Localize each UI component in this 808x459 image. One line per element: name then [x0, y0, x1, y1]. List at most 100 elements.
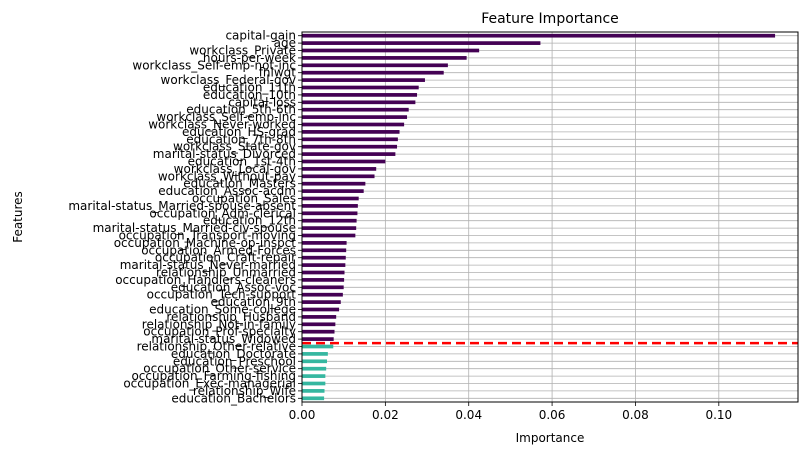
y-tick-label: education_10th — [203, 88, 296, 102]
bar — [302, 122, 405, 127]
y-tick-label: relationship_Other-relative — [137, 340, 296, 354]
y-axis-ticks: capital-gainageworkclass_Privatehours-pe… — [68, 29, 302, 405]
y-tick-label: occupation_Transport-moving — [119, 229, 296, 243]
y-tick-label: education_11th — [203, 81, 296, 95]
bars-layer — [302, 33, 776, 401]
bar — [302, 137, 398, 142]
y-tick-label: age — [274, 36, 296, 50]
y-tick-label: marital-status_Married-spouse-absent — [68, 199, 296, 213]
y-tick-label: education_Bachelors — [171, 391, 296, 405]
y-tick-label: education_12th — [203, 214, 296, 228]
bar — [302, 278, 345, 282]
y-tick-label: occupation_Farming-fishing — [131, 369, 296, 383]
y-tick-label: education_5th-6th — [186, 103, 296, 117]
y-tick-label: fnlwgt — [259, 66, 297, 80]
bar — [302, 255, 346, 260]
bar — [302, 337, 334, 341]
y-tick-label: education_9th — [211, 295, 297, 309]
bar — [302, 248, 347, 253]
y-tick-label: occupation_Handlers-cleaners — [115, 273, 296, 287]
x-tick-label: 0.02 — [372, 408, 399, 422]
bar — [302, 196, 359, 201]
chart-title: Feature Importance — [481, 11, 619, 27]
bar — [302, 396, 325, 401]
y-tick-label: education_7th-8th — [186, 132, 296, 146]
y-tick-label: relationship_Wife — [193, 384, 296, 398]
bar — [302, 359, 328, 364]
y-tick-label: education_Preschool — [173, 354, 296, 368]
y-tick-label: occupation_Prof-specialty — [143, 325, 296, 339]
bar — [302, 48, 480, 53]
bar — [302, 115, 408, 119]
x-tick-label: 0.06 — [539, 408, 566, 422]
y-axis-label: Features — [11, 191, 25, 243]
x-axis-ticks: 0.00 0.02 0.04 0.06 0.08 0.10 — [289, 402, 732, 422]
bar — [302, 85, 419, 90]
bar — [302, 63, 448, 68]
y-tick-label: marital-status_Married-civ-spouse — [93, 221, 296, 235]
y-tick-label: workclass_Local-gov — [174, 162, 296, 176]
y-tick-label: workclass_Self-emp-inc — [156, 110, 296, 124]
bar — [302, 307, 340, 312]
y-tick-label: education_Doctorate — [171, 347, 296, 361]
bar — [302, 389, 325, 393]
bar — [302, 241, 347, 245]
bar — [302, 93, 418, 97]
bar — [302, 352, 328, 356]
y-tick-label: marital-status_Never-married — [120, 258, 296, 272]
bar — [302, 174, 375, 179]
x-tick-label: 0.10 — [705, 408, 732, 422]
bar — [302, 144, 398, 149]
y-tick-label: capital-loss — [228, 95, 296, 109]
bar — [302, 285, 344, 290]
bar — [302, 130, 400, 134]
bar — [302, 226, 357, 230]
y-tick-label: occupation_Tech-support — [147, 288, 297, 302]
bar — [302, 322, 336, 327]
x-tick-label: 0.04 — [455, 408, 482, 422]
bar — [302, 374, 326, 378]
bar — [302, 204, 358, 208]
bar — [302, 41, 541, 45]
bar — [302, 292, 343, 297]
y-tick-label: education_Some-college — [149, 303, 296, 317]
bar — [302, 181, 366, 186]
x-tick-label: 0.00 — [289, 408, 316, 422]
bar — [302, 100, 416, 105]
y-tick-label: education_Assoc-voc — [171, 280, 296, 294]
y-tick-label: education_1st-4th — [188, 155, 296, 169]
y-tick-label: relationship_Not-in-family — [142, 317, 296, 331]
y-tick-label: capital-gain — [225, 29, 296, 43]
y-tick-label: education_Masters — [183, 177, 296, 191]
bar — [302, 78, 425, 82]
bar — [302, 152, 396, 156]
bar — [302, 381, 326, 386]
bar — [302, 33, 776, 38]
y-tick-label: workclass_Private — [189, 44, 296, 58]
y-tick-label: workclass_Without-pay — [158, 169, 296, 183]
bar — [302, 218, 357, 223]
bar — [302, 270, 345, 275]
bar — [302, 211, 358, 216]
bar — [302, 315, 337, 319]
y-tick-label: workclass_Never-worked — [148, 118, 296, 132]
y-tick-label: occupation_Craft-repair — [155, 251, 296, 265]
bar — [302, 344, 334, 349]
bar — [302, 159, 386, 164]
x-tick-label: 0.08 — [622, 408, 649, 422]
y-tick-label: occupation_Exec-managerial — [123, 377, 296, 391]
y-tick-label: occupation_Machine-op-inspct — [114, 236, 297, 250]
bar — [302, 189, 364, 193]
bar — [302, 107, 409, 112]
bar — [302, 167, 377, 171]
bar — [302, 329, 335, 334]
y-tick-label: marital-status_Widowed — [151, 332, 296, 346]
y-tick-label: relationship_Husband — [166, 310, 296, 324]
y-tick-label: hours-per-week — [203, 51, 296, 65]
y-tick-label: occupation_Armed-Forces — [141, 243, 296, 257]
y-tick-label: occupation_Sales — [192, 192, 296, 206]
x-axis-label: Importance — [516, 431, 585, 445]
bar — [302, 263, 346, 267]
